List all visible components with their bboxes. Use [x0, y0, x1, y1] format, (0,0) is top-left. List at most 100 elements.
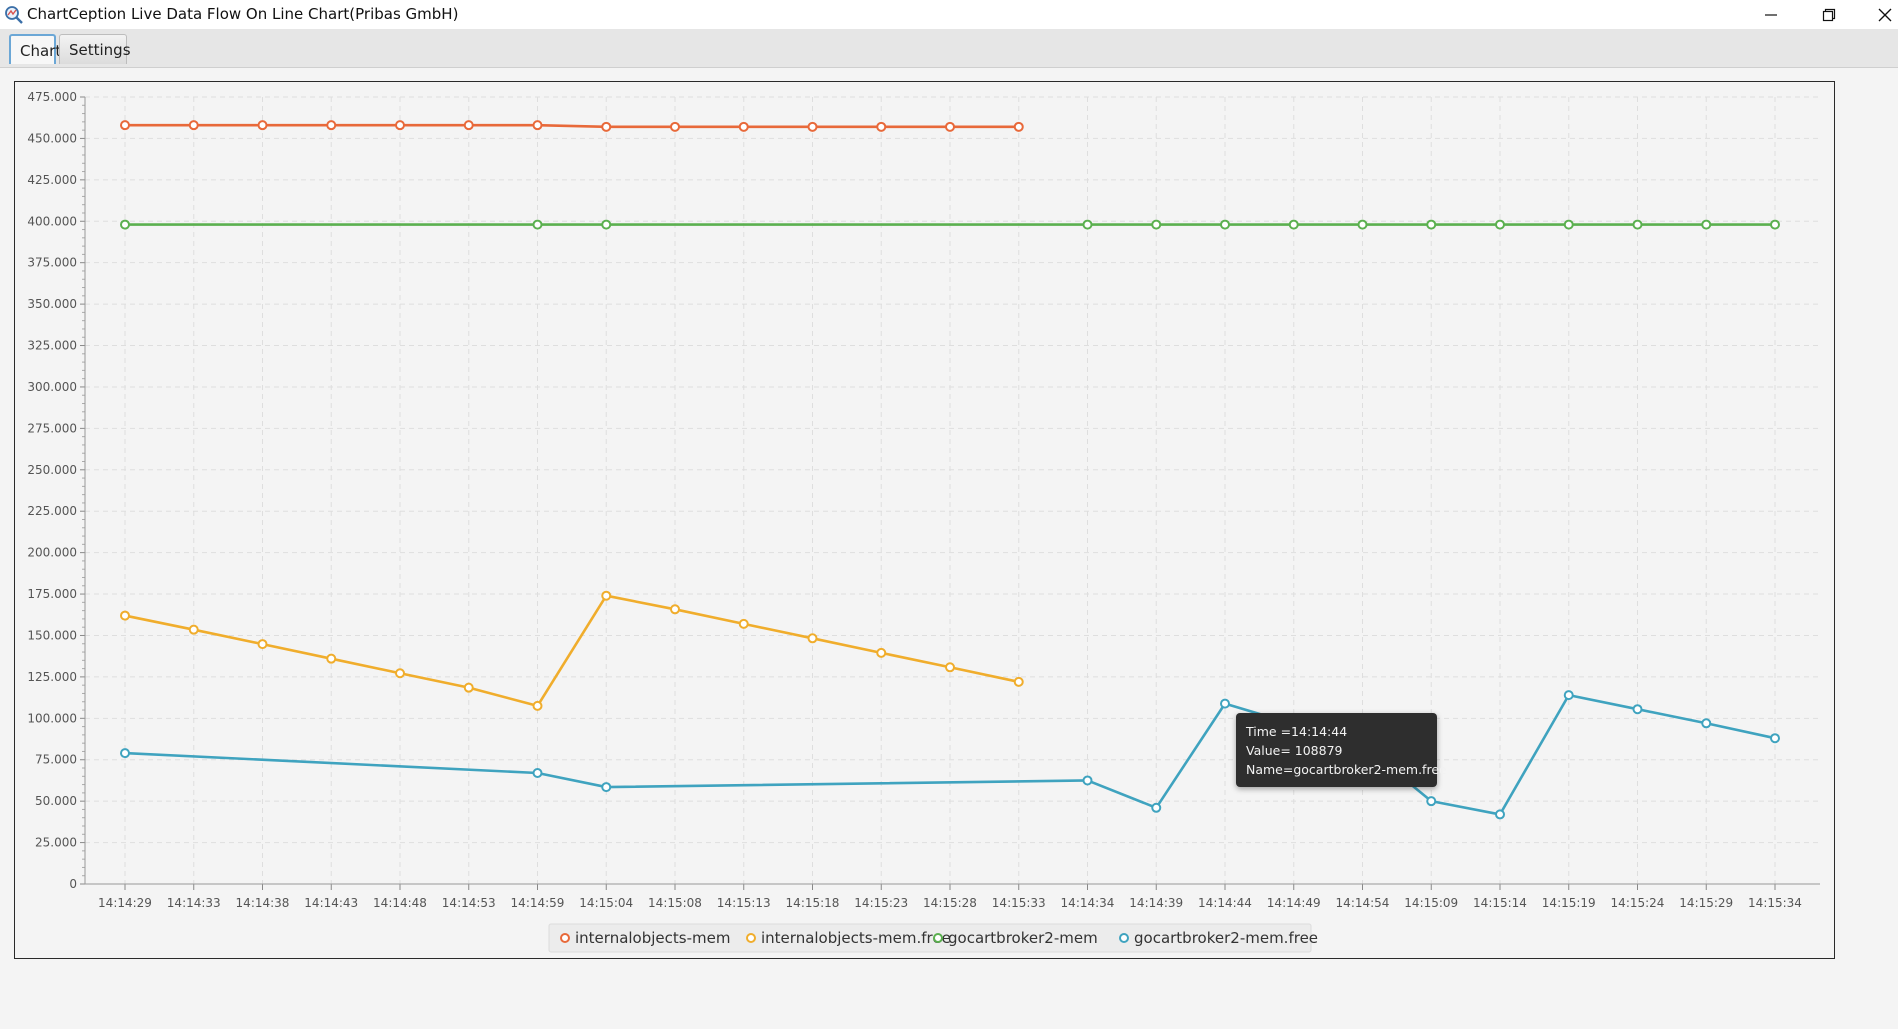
y-tick-label: 125.000: [27, 670, 77, 684]
y-tick-label: 0: [69, 877, 77, 891]
legend-label: gocartbroker2-mem: [948, 929, 1098, 947]
data-point[interactable]: [601, 782, 612, 793]
y-tick-label: 250.000: [27, 463, 77, 477]
data-point[interactable]: [738, 121, 749, 132]
data-point[interactable]: [1426, 219, 1437, 230]
y-tick-label: 425.000: [27, 173, 77, 187]
data-point[interactable]: [463, 120, 474, 131]
close-icon: [1878, 8, 1892, 21]
y-tick-label: 475.000: [27, 90, 77, 104]
x-tick-label: 14:15:29: [1679, 896, 1733, 910]
data-point[interactable]: [395, 668, 405, 679]
y-tick-label: 300.000: [27, 380, 77, 394]
data-point[interactable]: [738, 618, 749, 629]
data-point[interactable]: [532, 700, 543, 711]
data-point[interactable]: [1701, 718, 1712, 729]
legend-item[interactable]: internalobjects-mem.free: [746, 929, 951, 947]
x-tick-label: 14:14:34: [1061, 896, 1115, 910]
x-tick-label: 14:14:53: [442, 896, 496, 910]
data-point[interactable]: [1632, 704, 1643, 715]
minimize-button[interactable]: [1742, 0, 1800, 29]
data-point[interactable]: [1357, 219, 1368, 230]
data-point[interactable]: [326, 120, 337, 131]
data-point[interactable]: [945, 121, 955, 132]
data-point[interactable]: [120, 219, 130, 230]
data-point[interactable]: [532, 120, 543, 131]
data-point[interactable]: [670, 604, 680, 615]
data-point[interactable]: [876, 121, 887, 132]
x-tick-label: 14:15:08: [648, 896, 702, 910]
x-tick-label: 14:14:49: [1267, 896, 1321, 910]
data-point[interactable]: [326, 653, 337, 664]
data-point[interactable]: [601, 219, 612, 230]
data-point[interactable]: [1151, 802, 1162, 813]
tab-settings[interactable]: Settings: [59, 34, 131, 64]
data-point[interactable]: [1632, 219, 1643, 230]
x-tick-label: 14:15:19: [1542, 896, 1596, 910]
data-point[interactable]: [120, 610, 130, 621]
data-point[interactable]: [1495, 809, 1505, 820]
data-point[interactable]: [1151, 219, 1162, 230]
legend-box: [548, 923, 1312, 953]
legend-item[interactable]: gocartbroker2-mem: [933, 929, 1098, 947]
y-tick-label: 25.000: [35, 836, 77, 850]
tab-chart[interactable]: Chart: [9, 34, 61, 64]
data-point[interactable]: [1082, 219, 1093, 230]
legend-label: internalobjects-mem: [575, 929, 730, 947]
data-point[interactable]: [945, 662, 955, 673]
data-point[interactable]: [120, 748, 130, 759]
data-point[interactable]: [601, 121, 612, 132]
restore-icon: [1822, 8, 1836, 21]
data-point-tooltip: Time =14:14:44 Value= 108879 Name=gocart…: [1236, 713, 1447, 787]
data-point[interactable]: [876, 647, 887, 658]
window-title: ChartCeption Live Data Flow On Line Char…: [27, 5, 459, 23]
data-point[interactable]: [807, 633, 818, 644]
legend-item[interactable]: internalobjects-mem: [560, 929, 730, 947]
legend-marker: [746, 933, 756, 943]
data-point[interactable]: [257, 120, 268, 131]
data-point[interactable]: [532, 767, 543, 778]
x-tick-label: 14:15:18: [786, 896, 840, 910]
x-tick-label: 14:14:48: [373, 896, 427, 910]
data-point[interactable]: [670, 121, 680, 132]
data-point[interactable]: [463, 682, 474, 693]
restore-button[interactable]: [1800, 0, 1858, 29]
data-point[interactable]: [1220, 219, 1230, 230]
y-tick-label: 350.000: [27, 297, 77, 311]
tab-strip: Chart Settings: [0, 29, 1898, 68]
data-point[interactable]: [1082, 775, 1093, 786]
y-tick-label: 150.000: [27, 628, 77, 642]
x-tick-label: 14:15:14: [1473, 896, 1527, 910]
data-point[interactable]: [1426, 796, 1437, 807]
data-point[interactable]: [120, 120, 130, 131]
data-point[interactable]: [1495, 219, 1505, 230]
x-tick-label: 14:14:33: [167, 896, 221, 910]
x-tick-label: 14:15:09: [1404, 896, 1458, 910]
data-point[interactable]: [807, 121, 818, 132]
data-point[interactable]: [1770, 733, 1780, 744]
y-tick-label: 275.000: [27, 421, 77, 435]
series-internalobjects-mem: [120, 120, 1024, 132]
y-tick-label: 450.000: [27, 131, 77, 145]
data-point[interactable]: [1220, 698, 1230, 709]
data-point[interactable]: [1013, 121, 1024, 132]
data-point[interactable]: [1563, 219, 1574, 230]
y-tick-label: 175.000: [27, 587, 77, 601]
data-point[interactable]: [532, 219, 543, 230]
data-point[interactable]: [257, 639, 268, 650]
data-point[interactable]: [1563, 690, 1574, 701]
data-point[interactable]: [1701, 219, 1712, 230]
data-point[interactable]: [188, 120, 199, 131]
data-point[interactable]: [601, 590, 612, 601]
data-point[interactable]: [188, 624, 199, 635]
data-point[interactable]: [1013, 676, 1024, 687]
data-point[interactable]: [1288, 219, 1299, 230]
close-button[interactable]: [1856, 0, 1898, 29]
x-tick-label: 14:15:28: [923, 896, 977, 910]
data-point[interactable]: [1770, 219, 1780, 230]
series-line: [125, 123, 1019, 129]
legend-item[interactable]: gocartbroker2-mem.free: [1119, 929, 1318, 947]
x-tick-label: 14:14:43: [304, 896, 358, 910]
y-tick-label: 75.000: [35, 753, 77, 767]
data-point[interactable]: [395, 120, 405, 131]
